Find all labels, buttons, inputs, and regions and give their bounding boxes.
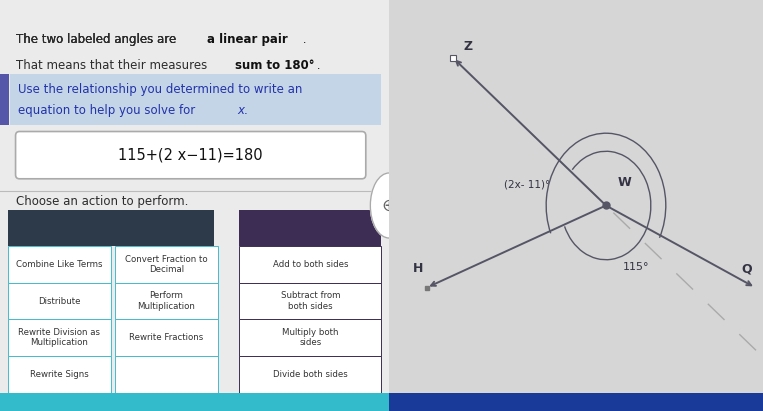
Text: sum to 180°: sum to 180°: [235, 59, 314, 72]
Text: Student version: 9.5.14   Client Version: 9.5.14   Server Version: 9.5.14: Student version: 9.5.14 Client Version: …: [11, 399, 234, 404]
Text: Equation
Transformations: Equation Transformations: [266, 217, 355, 239]
Bar: [240, 319, 382, 356]
FancyBboxPatch shape: [15, 132, 365, 179]
Bar: [8, 319, 111, 356]
Text: ⊕: ⊕: [382, 196, 397, 215]
Circle shape: [370, 173, 408, 238]
Text: Z: Z: [464, 40, 473, 53]
Text: Divide both sides: Divide both sides: [273, 370, 348, 379]
Bar: [240, 283, 382, 319]
Text: The two labeled angles are ​: The two labeled angles are ​: [15, 32, 179, 46]
Text: Rewrite Fractions: Rewrite Fractions: [129, 333, 204, 342]
Text: Perform
Multiplication: Perform Multiplication: [137, 291, 195, 311]
Text: Rewrite Division as
Multiplication: Rewrite Division as Multiplication: [18, 328, 101, 347]
Text: Distribute: Distribute: [38, 297, 81, 305]
Bar: [240, 210, 382, 246]
Text: Choose an action to perform.: Choose an action to perform.: [15, 195, 188, 208]
Text: Subtract from
both sides: Subtract from both sides: [281, 291, 340, 311]
Bar: [240, 356, 382, 393]
Text: .: .: [313, 59, 320, 72]
Text: The two labeled angles are: The two labeled angles are: [15, 32, 179, 46]
Text: a linear pair: a linear pair: [207, 32, 288, 46]
Text: (2x- 11)°: (2x- 11)°: [504, 180, 551, 190]
Bar: [8, 210, 214, 246]
Bar: [114, 356, 218, 393]
Bar: [114, 246, 218, 283]
Bar: [114, 319, 218, 356]
Text: Ways to Rewrite Expressions: Ways to Rewrite Expressions: [31, 223, 190, 233]
Text: Rewrite Signs: Rewrite Signs: [30, 370, 89, 379]
Bar: [114, 283, 218, 319]
Bar: [389, 393, 763, 411]
Bar: [8, 356, 111, 393]
Text: W: W: [617, 176, 631, 189]
Bar: [8, 283, 111, 319]
Text: The two labeled angles are: The two labeled angles are: [15, 32, 179, 46]
Text: Combine Like Terms: Combine Like Terms: [16, 260, 102, 269]
Text: Convert Fraction to
Decimal: Convert Fraction to Decimal: [125, 255, 208, 274]
Text: .: .: [244, 104, 248, 118]
Text: Q: Q: [741, 262, 752, 275]
Text: Multiply both
sides: Multiply both sides: [282, 328, 339, 347]
FancyBboxPatch shape: [10, 74, 382, 125]
Bar: [8, 246, 111, 283]
Text: .: .: [299, 32, 307, 46]
Text: 115°: 115°: [623, 262, 649, 272]
Bar: [0, 393, 389, 411]
Text: Use the relationship you determined to write an: Use the relationship you determined to w…: [18, 83, 302, 96]
Text: 115+(2 x−11)=180: 115+(2 x−11)=180: [118, 148, 263, 163]
Text: H: H: [413, 262, 423, 275]
Text: © 2023 Carnegie Learning: © 2023 Carnegie Learning: [668, 399, 752, 405]
Text: x: x: [237, 104, 244, 118]
Bar: [0, 74, 8, 125]
Text: equation to help you solve for: equation to help you solve for: [18, 104, 198, 118]
Text: Add to both sides: Add to both sides: [272, 260, 348, 269]
Bar: [240, 246, 382, 283]
Text: That means that their measures: That means that their measures: [15, 59, 211, 72]
